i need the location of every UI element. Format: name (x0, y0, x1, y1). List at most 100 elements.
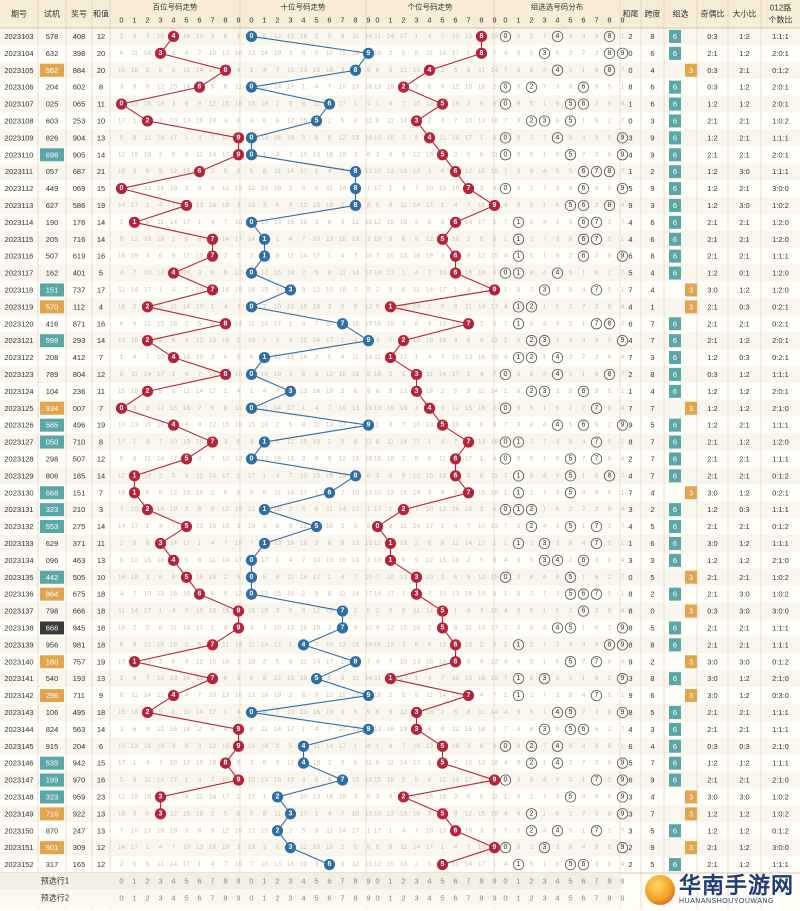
footer-digit: 9 (620, 877, 624, 886)
omission-value: 7 (289, 151, 293, 158)
group-hit-digit: 7 (595, 455, 599, 462)
group-hit-circle (616, 706, 629, 719)
group-type-badge (669, 672, 681, 686)
trend-ball-digit: 3 (289, 844, 293, 851)
group-hit-circle (512, 351, 525, 364)
omission-value: 7 (493, 50, 497, 57)
omission-value: 8 (569, 286, 573, 293)
bigsmall-cell: 1:2 (739, 100, 749, 109)
omission-value: 6 (276, 202, 280, 209)
omission-value: 5 (354, 523, 358, 530)
omission-value: 17 (118, 760, 126, 767)
omission-value: 3 (556, 692, 560, 699)
omission-value: 3 (428, 810, 432, 817)
omission-value: 9 (376, 624, 380, 631)
group-hit-digit: 0 (504, 405, 508, 412)
omission-value: 13 (170, 675, 178, 682)
omission-value: 15 (365, 861, 373, 868)
omission-value: 2 (211, 810, 215, 817)
footer-digit: 9 (236, 877, 240, 886)
omission-value: 16 (274, 455, 282, 462)
omission-value: 17 (387, 270, 395, 277)
omission-value: 4 (185, 371, 189, 378)
omission-value: 3 (250, 117, 254, 124)
trend-ball (384, 351, 397, 364)
tail-cell: 8 (628, 640, 632, 649)
group-hit-circle (564, 706, 577, 719)
omission-value: 4 (376, 337, 380, 344)
group-hit-digit: 6 (582, 236, 586, 243)
omission-value: 12 (339, 455, 347, 462)
trend-ball-digit: 6 (454, 270, 458, 277)
trial-highlight (40, 689, 64, 703)
footer-digit: 3 (542, 893, 546, 902)
omission-value: 18 (261, 422, 269, 429)
group-hit-circle (564, 520, 577, 533)
group-hit-circle (551, 622, 564, 634)
group-hit-digit: 4 (556, 760, 560, 767)
group-type-badge (669, 29, 681, 43)
omission-value: 17 (374, 506, 382, 513)
omission-value: 5 (480, 236, 484, 243)
header-route-count: 个数比 (769, 15, 793, 25)
omission-value: 17 (131, 523, 139, 530)
omission-value: 3 (556, 337, 560, 344)
period-cell: 2023112 (5, 184, 34, 193)
group-hit-circle (499, 774, 512, 786)
omission-value: 7 (402, 422, 406, 429)
omission-value: 10 (274, 303, 282, 310)
trial-highlight (40, 587, 64, 601)
bigsmall-cell: 3:0 (739, 607, 749, 616)
group-hit-digit: 2 (530, 354, 534, 361)
trend-ball (284, 842, 297, 854)
trend-ball-digit: 9 (367, 692, 371, 699)
omission-value: 11 (131, 50, 138, 57)
omission-value: 5 (530, 709, 534, 716)
omission-value: 9 (302, 286, 306, 293)
omission-value: 13 (274, 861, 282, 868)
footer-digit: 0 (375, 893, 379, 902)
group-hit-circle (551, 30, 564, 43)
group-hit-circle (564, 115, 577, 127)
group-type-badge (669, 384, 681, 398)
trend-ball-digit: 0 (250, 270, 254, 277)
omission-value: 9 (441, 405, 445, 412)
period-cell: 2023129 (4, 471, 33, 480)
omission-value: 5 (569, 371, 573, 378)
omission-value: 2 (530, 286, 534, 293)
omission-value: 8 (530, 67, 534, 74)
period-cell: 2023124 (4, 387, 33, 396)
footer-row-background (0, 873, 620, 890)
omission-value: 18 (222, 337, 230, 344)
row-background (0, 484, 800, 502)
oddeven-cell: 2:1 (707, 302, 717, 311)
omission-value: 9 (556, 523, 560, 530)
omission-value: 19 (131, 574, 139, 581)
omission-value: 7 (341, 489, 345, 496)
omission-value: 9 (341, 540, 345, 547)
omission-value: 1 (543, 151, 547, 158)
group-type-value: 6 (673, 336, 677, 345)
trend-ball-digit: 0 (250, 591, 254, 598)
omission-value: 12 (196, 658, 204, 665)
bigsmall-cell: 0:3 (739, 353, 749, 362)
omission-value: 2 (530, 185, 534, 192)
omission-value: 10 (209, 50, 217, 57)
trend-ball (180, 453, 193, 465)
group-hit-digit: 5 (569, 658, 573, 665)
omission-value: 7 (504, 219, 508, 226)
trend-ball-digit: 4 (428, 405, 432, 412)
omission-value: 10 (222, 455, 230, 462)
trend-ball-digit: 7 (211, 253, 215, 260)
omission-value: 3 (428, 168, 432, 175)
omission-value: 2 (341, 844, 345, 851)
trend-ball-digit: 8 (224, 67, 228, 74)
omission-value: 8 (569, 641, 573, 648)
omission-value: 5 (211, 405, 215, 412)
omission-value: 7 (263, 303, 267, 310)
omission-value: 7 (543, 185, 547, 192)
omission-value: 12 (326, 50, 334, 57)
tail-cell: 4 (628, 235, 632, 244)
omission-value: 2 (569, 760, 573, 767)
omission-value: 2 (198, 405, 202, 412)
